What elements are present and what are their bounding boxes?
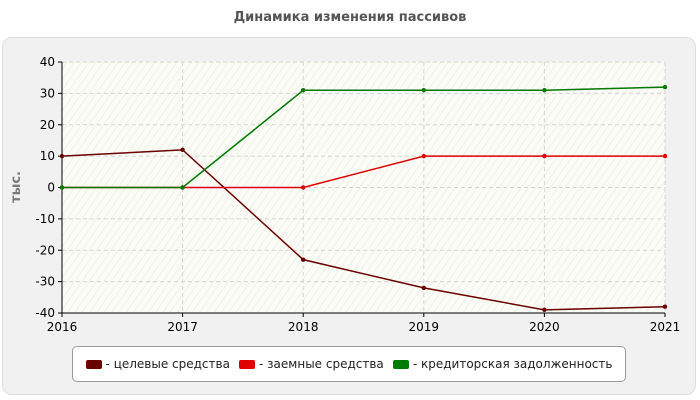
x-tick-label: 2019 <box>409 320 440 334</box>
legend-swatch <box>392 359 409 369</box>
y-tick-label: -20 <box>35 243 55 257</box>
x-tick-label: 2021 <box>650 320 681 334</box>
y-tick-label: 30 <box>40 86 55 100</box>
legend-label: - <box>259 357 268 371</box>
y-tick-label: -40 <box>35 306 55 320</box>
legend-swatch <box>239 359 256 369</box>
data-point <box>421 88 426 93</box>
x-tick-label: 2018 <box>288 320 319 334</box>
data-point <box>301 88 306 93</box>
y-tick-label: 0 <box>47 181 55 195</box>
x-tick-label: 2020 <box>529 320 560 334</box>
data-point <box>662 84 668 90</box>
data-point <box>180 185 185 190</box>
legend-label: - <box>105 357 114 371</box>
data-point <box>301 257 306 262</box>
y-tick-label: -30 <box>35 275 55 289</box>
legend-item-kreditorskaya[interactable]: - кредиторская задолженность <box>392 357 613 371</box>
y-tick-label: 10 <box>40 149 55 163</box>
data-point <box>421 285 426 291</box>
legend-label-text: кредиторская задолженность <box>421 357 613 371</box>
series-lines <box>59 84 668 313</box>
data-point <box>421 153 426 159</box>
legend: - целевые средства - заемные средства - … <box>72 346 626 382</box>
data-point <box>59 185 65 190</box>
legend-item-tselevye[interactable]: - целевые средства <box>85 357 230 371</box>
data-point <box>662 304 668 309</box>
legend-label: - <box>412 357 421 371</box>
y-axis-label: тыс. <box>9 171 24 203</box>
data-point <box>59 153 65 159</box>
data-point <box>542 153 547 159</box>
y-axis-ticks: 40 30 20 10 0 -10 -20 -30 -40 <box>35 55 62 320</box>
y-tick-label: -10 <box>35 212 55 226</box>
data-point <box>180 147 185 153</box>
x-tick-label: 2016 <box>47 320 78 334</box>
series-line-0 <box>61 149 666 311</box>
legend-label-text: целевые средства <box>113 357 230 371</box>
data-point <box>662 153 668 159</box>
series-line-2 <box>62 86 666 189</box>
x-tick-label: 2017 <box>167 320 198 334</box>
legend-label-text: заемные средства <box>267 357 384 371</box>
legend-item-zaemnye[interactable]: - заемные средства <box>239 357 384 371</box>
data-point <box>301 185 306 190</box>
chart-title: Динамика изменения пассивов <box>233 10 467 25</box>
x-axis-ticks: 2016 2017 2018 2019 2020 2021 <box>47 313 681 334</box>
y-tick-label: 40 <box>40 55 55 69</box>
data-point <box>542 88 547 93</box>
data-point <box>542 307 547 313</box>
legend-swatch <box>85 359 102 369</box>
y-tick-label: 20 <box>40 118 55 132</box>
